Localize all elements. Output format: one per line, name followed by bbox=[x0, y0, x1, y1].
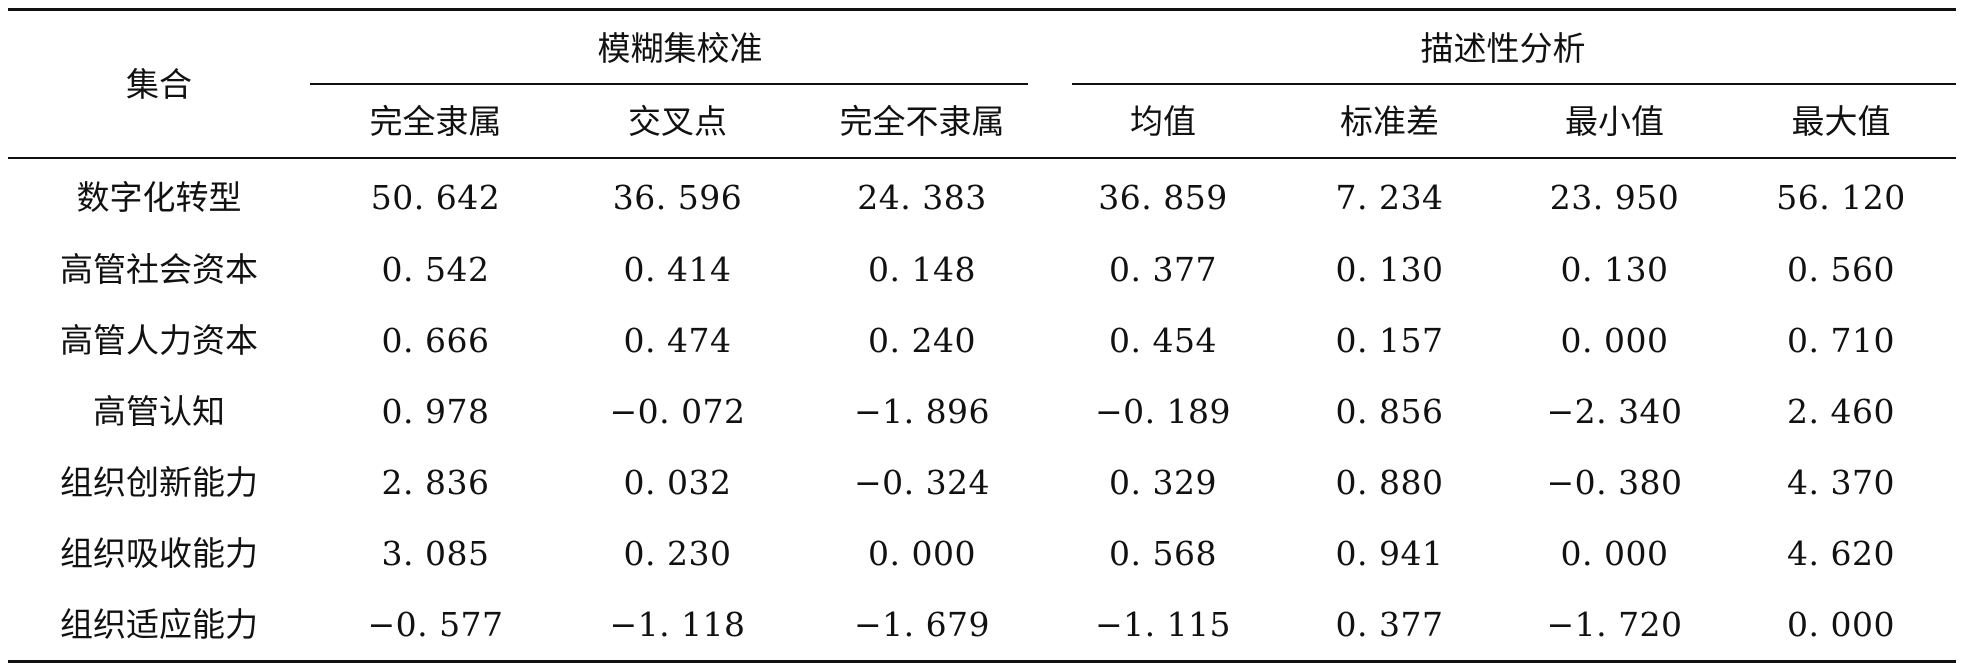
table-cell: 0. 130 bbox=[1335, 250, 1444, 289]
table-row: 高管认知 0. 978 −0. 072 −1. 896 −0. 189 0. 8… bbox=[8, 376, 1956, 447]
table-cell: 7. 234 bbox=[1335, 178, 1444, 217]
table-cell: −1. 896 bbox=[853, 392, 991, 431]
column-header: 均值 bbox=[1130, 101, 1196, 141]
group-underline bbox=[1072, 83, 1956, 85]
table-cell: −1. 118 bbox=[609, 605, 746, 644]
table-cell: 0. 000 bbox=[1560, 321, 1669, 360]
table-row: 数字化转型 50. 642 36. 596 24. 383 36. 859 7.… bbox=[8, 158, 1956, 234]
column-header: 最小值 bbox=[1565, 101, 1664, 141]
table-cell: 0. 377 bbox=[1109, 250, 1217, 289]
table-cell: −1. 115 bbox=[1094, 605, 1232, 644]
table-cell: 0. 130 bbox=[1560, 250, 1669, 289]
row-header-label: 集合 bbox=[8, 9, 310, 159]
table-row: 组织适应能力 −0. 577 −1. 118 −1. 679 −1. 115 0… bbox=[8, 589, 1956, 662]
row-label: 组织创新能力 bbox=[60, 463, 258, 502]
table-row: 组织创新能力 2. 836 0. 032 −0. 324 0. 329 0. 8… bbox=[8, 447, 1956, 518]
group-underline bbox=[310, 83, 1028, 85]
table-cell: 0. 148 bbox=[868, 250, 976, 289]
group-header-calibration: 模糊集校准 bbox=[310, 10, 1050, 85]
table-cell: −0. 189 bbox=[1094, 392, 1232, 431]
table-cell: 0. 978 bbox=[381, 392, 490, 431]
column-header: 交叉点 bbox=[628, 101, 727, 141]
row-label: 组织适应能力 bbox=[60, 605, 258, 644]
table-cell: −0. 072 bbox=[609, 392, 746, 431]
table-cell: −2. 340 bbox=[1546, 392, 1683, 431]
table-cell: 0. 000 bbox=[1787, 605, 1895, 644]
table-cell: 50. 642 bbox=[370, 178, 501, 217]
table-cell: 2. 836 bbox=[381, 463, 490, 502]
table-cell: 2. 460 bbox=[1787, 392, 1895, 431]
column-header: 标准差 bbox=[1340, 101, 1439, 141]
table-cell: 36. 859 bbox=[1098, 178, 1228, 217]
table-cell: 0. 941 bbox=[1335, 534, 1444, 573]
column-header: 完全隶属 bbox=[369, 101, 502, 141]
table-cell: 0. 454 bbox=[1109, 321, 1217, 360]
table-cell: 0. 000 bbox=[868, 534, 976, 573]
row-label: 组织吸收能力 bbox=[60, 534, 258, 573]
table-cell: 23. 950 bbox=[1549, 178, 1680, 217]
table-cell: −1. 720 bbox=[1546, 605, 1683, 644]
table-cell: 0. 568 bbox=[1109, 534, 1217, 573]
table-cell: 3. 085 bbox=[381, 534, 490, 573]
table-cell: 0. 032 bbox=[623, 463, 732, 502]
table-cell: 0. 666 bbox=[381, 321, 490, 360]
table-cell: 0. 710 bbox=[1787, 321, 1895, 360]
table-row: 高管人力资本 0. 666 0. 474 0. 240 0. 454 0. 15… bbox=[8, 305, 1956, 376]
row-label: 高管人力资本 bbox=[60, 321, 258, 360]
table-cell: 0. 474 bbox=[623, 321, 732, 360]
table-row: 高管社会资本 0. 542 0. 414 0. 148 0. 377 0. 13… bbox=[8, 234, 1956, 305]
table-cell: 0. 329 bbox=[1109, 463, 1217, 502]
table-row: 组织吸收能力 3. 085 0. 230 0. 000 0. 568 0. 94… bbox=[8, 518, 1956, 589]
table-cell: 0. 000 bbox=[1560, 534, 1669, 573]
table-cell: 36. 596 bbox=[612, 178, 743, 217]
group-header-descriptive-label: 描述性分析 bbox=[1420, 28, 1586, 68]
row-label: 数字化转型 bbox=[76, 178, 242, 217]
column-header: 最大值 bbox=[1791, 101, 1891, 141]
table-cell: 4. 620 bbox=[1787, 534, 1895, 573]
table-cell: 0. 377 bbox=[1335, 605, 1444, 644]
table-cell: 0. 157 bbox=[1335, 321, 1444, 360]
table-cell: −1. 679 bbox=[853, 605, 991, 644]
table-cell: 4. 370 bbox=[1787, 463, 1895, 502]
column-header: 完全不隶属 bbox=[839, 101, 1005, 141]
group-header-calibration-label: 模糊集校准 bbox=[597, 28, 763, 68]
table-cell: 0. 414 bbox=[623, 250, 732, 289]
table-cell: −0. 380 bbox=[1546, 463, 1683, 502]
table-cell: 0. 560 bbox=[1787, 250, 1895, 289]
table-cell: 56. 120 bbox=[1776, 178, 1906, 217]
table-cell: 24. 383 bbox=[857, 178, 987, 217]
row-label: 高管认知 bbox=[93, 392, 225, 431]
table-cell: −0. 577 bbox=[367, 605, 504, 644]
data-table: 集合 模糊集校准 描述性分析 完全隶属 交叉点 完全不隶属 均值 标准差 最小值… bbox=[8, 8, 1956, 663]
table-cell: 0. 856 bbox=[1335, 392, 1444, 431]
group-header-descriptive: 描述性分析 bbox=[1050, 10, 1956, 85]
row-label: 高管社会资本 bbox=[60, 250, 258, 289]
table-cell: 0. 240 bbox=[868, 321, 976, 360]
table-cell: 0. 880 bbox=[1335, 463, 1444, 502]
table-cell: 0. 230 bbox=[623, 534, 732, 573]
table-cell: −0. 324 bbox=[853, 463, 991, 502]
table-cell: 0. 542 bbox=[381, 250, 490, 289]
